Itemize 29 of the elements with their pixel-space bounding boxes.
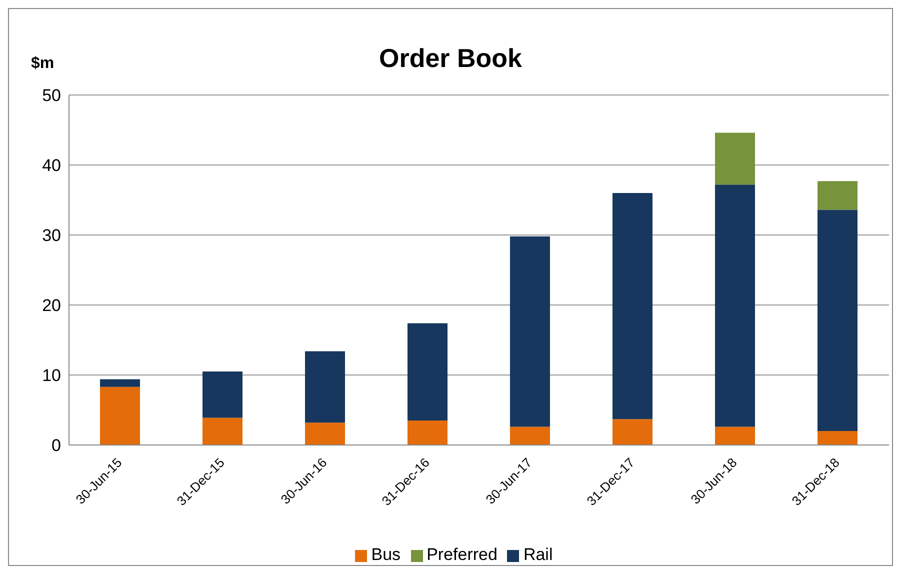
bar xyxy=(715,184,755,427)
y-tick-label: 10 xyxy=(42,366,61,386)
bar xyxy=(510,426,550,445)
y-tick-label: 0 xyxy=(52,436,61,456)
legend-label: Preferred xyxy=(426,545,498,564)
y-tick-label: 40 xyxy=(42,156,61,176)
bar xyxy=(202,372,242,418)
legend-label: Bus xyxy=(371,545,401,564)
bar xyxy=(715,132,755,185)
y-tick-label: 30 xyxy=(42,226,61,246)
bar xyxy=(715,426,755,445)
bar xyxy=(612,193,652,420)
legend-label: Rail xyxy=(523,545,553,564)
bar xyxy=(305,351,345,423)
bar xyxy=(818,181,858,210)
y-tick-label: 20 xyxy=(42,296,61,316)
y-tick-label: 50 xyxy=(42,86,61,106)
bar xyxy=(408,323,448,420)
bar xyxy=(510,236,550,427)
bar xyxy=(818,431,858,445)
bar xyxy=(202,418,242,445)
y-axis-title: $m xyxy=(31,55,54,73)
bar xyxy=(100,379,140,387)
bar xyxy=(305,422,345,445)
bar xyxy=(408,420,448,445)
chart-title: Order Book xyxy=(378,43,522,73)
bar xyxy=(100,386,140,445)
bar xyxy=(818,210,858,431)
bar xyxy=(612,419,652,445)
